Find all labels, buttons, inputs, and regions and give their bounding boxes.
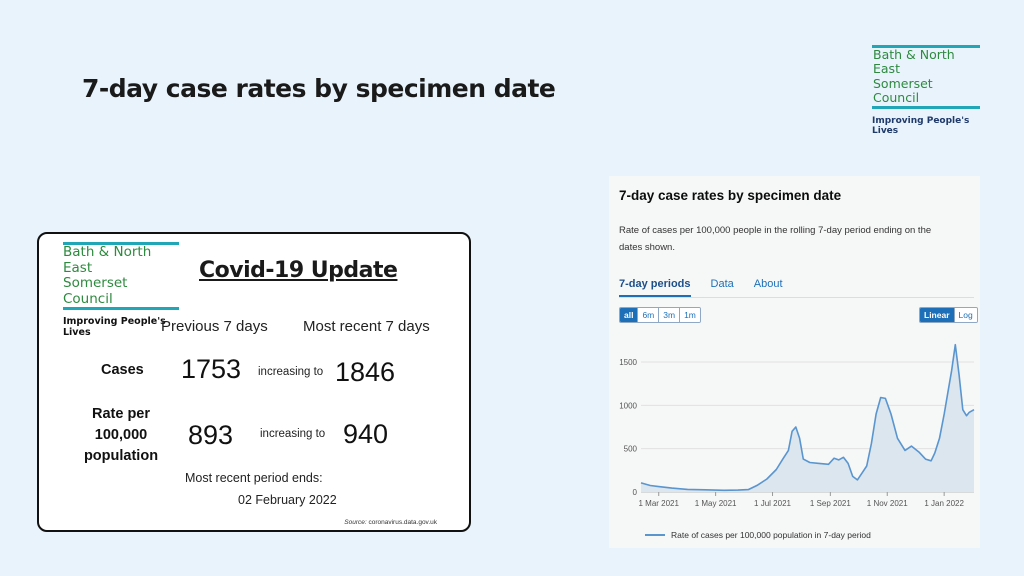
range-all-button[interactable]: all (620, 308, 639, 322)
council-logo: Bath & North East Somerset Council Impro… (872, 45, 980, 136)
rate-label-line-2: 100,000 (94, 427, 148, 443)
x-tick-label-2: 1 Jul 2021 (754, 499, 791, 508)
rate-label: Rate per 100,000 population (75, 404, 167, 467)
card-logo-line-2: Somerset Council (63, 275, 128, 307)
tab-data[interactable]: Data (710, 278, 734, 290)
x-tick-label-5: 1 Jan 2022 (924, 499, 964, 508)
card-logo-line-1: Bath & North East (63, 244, 152, 276)
cases-recent-value: 1846 (335, 357, 396, 387)
covid-update-title: Covid-19 Update (199, 258, 398, 283)
y-tick-label-2: 1000 (619, 401, 637, 410)
card-logo-tagline: Improving People's Lives (63, 316, 166, 339)
source-label: Source: (344, 519, 367, 526)
scale-log-button[interactable]: Log (954, 308, 977, 322)
range-1m-button[interactable]: 1m (680, 308, 700, 322)
x-tick-label-3: 1 Sep 2021 (810, 499, 851, 508)
source-value: coronavirus.data.gov.uk (368, 519, 437, 526)
column-most-recent-7-days: Most recent 7 days (303, 318, 430, 335)
period-ends-label: Most recent period ends: (185, 471, 323, 485)
cases-label: Cases (101, 362, 144, 378)
cases-previous-value: 1753 (181, 354, 242, 384)
source-credit: Source: coronavirus.data.gov.uk (344, 519, 437, 526)
time-range-selector: all 6m 3m 1m (619, 307, 701, 323)
logo-line-2: Somerset Council (873, 75, 933, 106)
covid-update-card: Bath & North East Somerset Council Impro… (37, 232, 471, 532)
dashboard-panel: 7-day case rates by specimen date Rate o… (609, 176, 980, 548)
x-tick-label-4: 1 Nov 2021 (867, 499, 908, 508)
card-council-logo: Bath & North East Somerset Council Impro… (63, 242, 179, 338)
range-3m-button[interactable]: 3m (659, 308, 681, 322)
period-end-date: 02 February 2022 (238, 493, 337, 507)
rate-increasing-text: increasing to (260, 428, 326, 440)
y-tick-label-3: 1500 (619, 358, 637, 367)
panel-title: 7-day case rates by specimen date (619, 188, 842, 203)
column-previous-7-days: Previous 7 days (161, 318, 268, 335)
logo-bar-top (872, 45, 980, 48)
chart-legend: Rate of cases per 100,000 population in … (645, 530, 871, 540)
tab-about[interactable]: About (753, 278, 783, 290)
cases-increasing-text: increasing to (258, 366, 324, 378)
scale-linear-button[interactable]: Linear (920, 308, 955, 322)
y-tick-label-1: 500 (624, 445, 638, 454)
logo-tagline: Improving People's Lives (872, 115, 970, 136)
range-6m-button[interactable]: 6m (638, 308, 660, 322)
panel-tabs: 7-day periods Data About (619, 278, 783, 298)
tab-7-day-periods[interactable]: 7-day periods (619, 278, 691, 298)
rate-label-line-1: Rate per (91, 406, 151, 422)
legend-swatch (645, 534, 665, 536)
scale-selector: Linear Log (919, 307, 978, 323)
case-rate-chart: 0 500 1000 1500 1 Mar 2021 1 May 2021 1 Jul 20… (619, 343, 975, 508)
card-logo-bar-top (63, 242, 179, 245)
card-logo-bar-bottom (63, 307, 179, 311)
rate-previous-value: 893 (188, 420, 234, 450)
panel-description: Rate of cases per 100,000 people in the … (619, 225, 932, 253)
legend-label: Rate of cases per 100,000 population in … (671, 530, 871, 540)
tab-divider (619, 297, 974, 298)
logo-line-1: Bath & North East (873, 47, 955, 77)
slide-title: 7-day case rates by specimen date (82, 74, 556, 103)
x-tick-label-0: 1 Mar 2021 (638, 499, 679, 508)
rate-recent-value: 940 (343, 419, 389, 449)
series-area (641, 344, 974, 492)
rate-label-line-3: population (83, 448, 159, 464)
logo-bar-bottom (872, 105, 980, 109)
y-tick-label-0: 0 (633, 488, 638, 497)
series-line (640, 343, 975, 492)
x-tick-label-1: 1 May 2021 (695, 499, 737, 508)
